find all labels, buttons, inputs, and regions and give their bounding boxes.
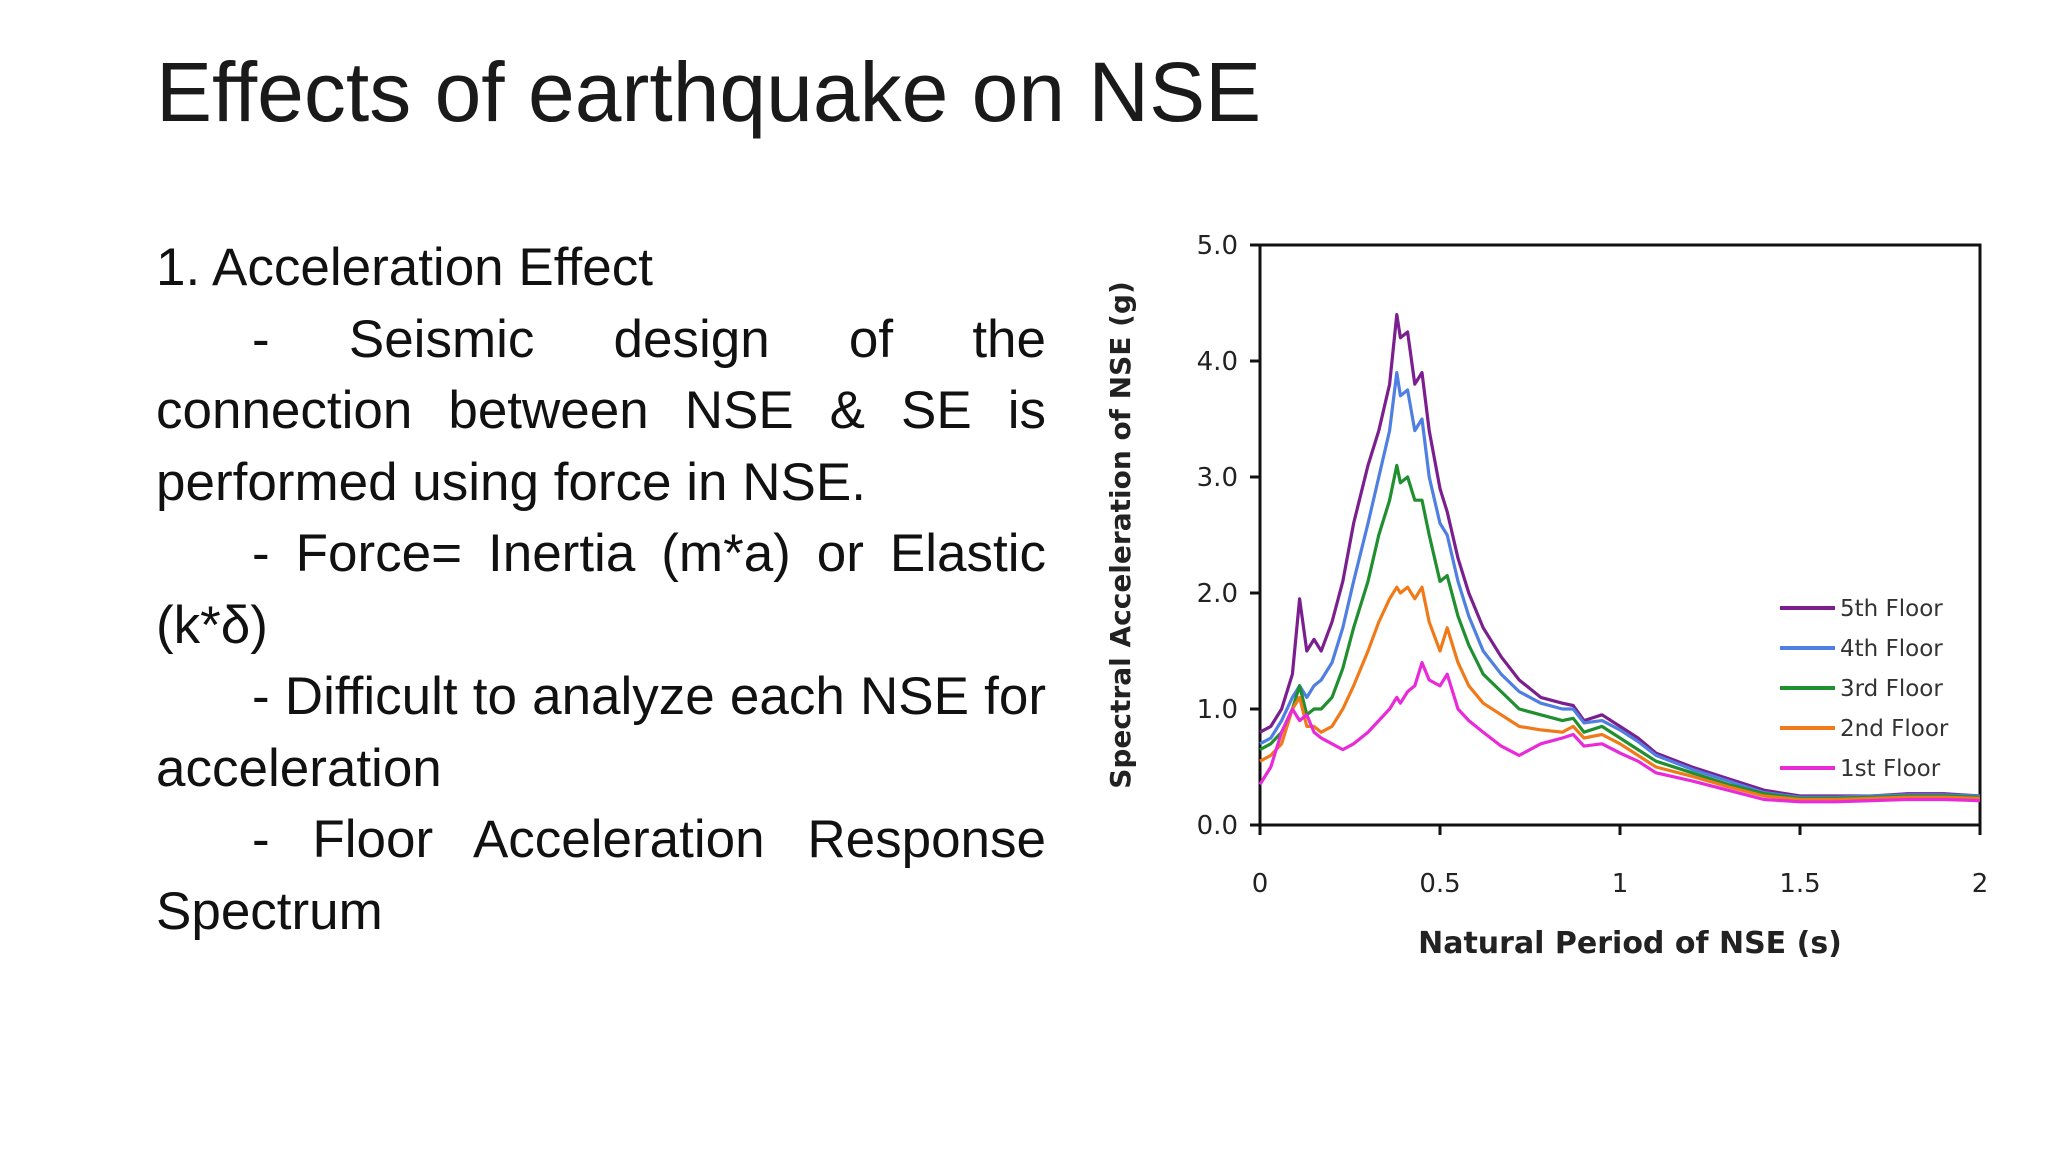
y-tick-label: 4.0 [1197,347,1238,377]
series-line-3 [1259,463,1981,800]
y-tick-label: 1.0 [1197,695,1238,725]
slide-title: Effects of earthquake on NSE [156,45,1262,139]
y-axis-label: Spectral Acceleration of NSE (g) [1104,281,1137,789]
y-tick-label: 5.0 [1197,231,1238,261]
legend-label: 1st Floor [1840,756,1941,782]
floor-spectrum-chart: 0.0 1.0 2.0 3.0 4.0 5.0 0 0.5 1 1.5 2 5th Floor 4th… [1104,231,1989,961]
legend-label: 3rd Floor [1840,676,1943,702]
x-axis-label: Natural Period of NSE (s) [1418,926,1842,961]
section-heading: 1. Acceleration Effect [156,238,653,297]
legend-label: 4th Floor [1840,636,1943,662]
slide-body: 1. Acceleration Effect - Seismic design … [156,232,1046,947]
legend-label: 2nd Floor [1840,716,1949,742]
x-tick-label: 0.5 [1419,869,1460,899]
axes: 0.0 1.0 2.0 3.0 4.0 5.0 0 0.5 1 1.5 2 [1197,231,1989,899]
x-tick-label: 2 [1972,869,1989,899]
series-line-5 [1258,661,1981,804]
bullet-1: - Seismic design of the connection betwe… [156,309,1046,512]
x-tick-label: 0 [1252,869,1269,899]
series-line-2 [1259,371,1981,799]
bullet-2: - Force= Inertia (m*a) or Elastic (k*δ) [156,524,1046,655]
bullet-4: - Floor Acceleration Response Spectrum [156,810,1046,941]
bullet-3: - Difficult to analyze each NSE for acce… [156,667,1046,798]
y-tick-label: 2.0 [1197,579,1238,609]
legend: 5th Floor 4th Floor 3rd Floor 2nd Floor 1st … [1780,596,1949,782]
x-tick-label: 1.5 [1779,869,1820,899]
series-group [1258,313,1981,804]
y-tick-label: 3.0 [1197,463,1238,493]
y-tick-label: 0.0 [1197,811,1238,841]
legend-label: 5th Floor [1840,596,1943,622]
series-line-4 [1259,585,1981,802]
series-line-1 [1259,313,1981,798]
x-tick-label: 1 [1612,869,1629,899]
